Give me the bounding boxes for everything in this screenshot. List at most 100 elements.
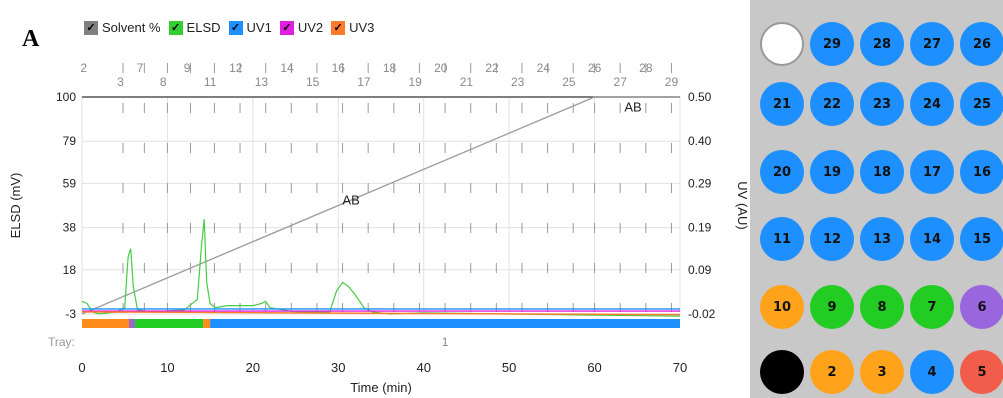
vial-24[interactable]: 24 (910, 82, 954, 126)
series-line-solvent- (81, 96, 680, 315)
fraction-number: 11 (204, 75, 217, 89)
legend-label: ELSD (186, 20, 221, 35)
fraction-number: 15 (306, 75, 320, 89)
checkbox-icon[interactable]: ✓ (331, 20, 346, 35)
vial-empty[interactable] (760, 22, 804, 66)
x-tick-label: 50 (502, 360, 516, 375)
vial-12[interactable]: 12 (810, 217, 854, 261)
tray-label: Tray: (48, 335, 75, 349)
fraction-number: 20 (434, 61, 448, 75)
legend-item-uv1[interactable]: ✓ UV1 (228, 20, 272, 35)
vial-26[interactable]: 26 (960, 22, 1003, 66)
y-left-tick-label: 38 (63, 221, 77, 235)
fraction-number: 28 (639, 61, 653, 75)
x-tick-label: 10 (160, 360, 174, 375)
vial-27[interactable]: 27 (910, 22, 954, 66)
y-right-tick-label: 0.40 (688, 134, 712, 148)
vial-13[interactable]: 13 (860, 217, 904, 261)
tray-bar-segment (82, 319, 129, 328)
y-right-tick-label: 0.09 (688, 263, 712, 277)
checkbox-icon[interactable]: ✓ (279, 20, 294, 35)
y-left-tick-label: 59 (63, 176, 77, 190)
fraction-number: 19 (408, 75, 422, 89)
fraction-number: 22 (485, 61, 499, 75)
vial-5[interactable]: 5 (960, 350, 1003, 394)
checkbox-icon[interactable]: ✓ (228, 20, 243, 35)
y-left-tick-label: 18 (63, 263, 77, 277)
checkbox-icon[interactable]: ✓ (84, 20, 98, 35)
y-left-tick-label: -3 (65, 307, 76, 321)
y-left-tick-label: 100 (56, 90, 76, 104)
vial-17[interactable]: 17 (910, 150, 954, 194)
vial-2[interactable]: 2 (810, 350, 854, 394)
x-tick-label: 0 (78, 360, 85, 375)
vial-19[interactable]: 19 (810, 150, 854, 194)
fraction-number: 26 (588, 61, 602, 75)
tray-bar-segment (203, 319, 211, 328)
fraction-number: 8 (160, 75, 167, 89)
fraction-number: 12 (229, 61, 243, 75)
fraction-number: 18 (383, 61, 397, 75)
vial-15[interactable]: 15 (960, 217, 1003, 261)
y-right-axis-title: UV (AU) (735, 181, 750, 229)
fraction-number: 14 (280, 61, 294, 75)
legend-item-elsd[interactable]: ✓ ELSD (168, 20, 221, 35)
fraction-number: 27 (614, 75, 628, 89)
checkbox-icon[interactable]: ✓ (168, 20, 183, 35)
vial-empty[interactable] (760, 350, 804, 394)
vial-20[interactable]: 20 (760, 150, 804, 194)
fraction-number: 23 (511, 75, 525, 89)
tray-bar-segment (128, 319, 135, 328)
legend-label: UV1 (246, 20, 272, 35)
y-right-tick-label: 0.29 (688, 176, 712, 190)
y-left-tick-label: 79 (63, 134, 77, 148)
x-axis-title: Time (min) (350, 380, 412, 395)
chart-panel: A ✓ Solvent % ✓ ELSD ✓ UV1 ✓ UV2 ✓ UV3 100 0.50 79 0… (8, 20, 750, 395)
fraction-number: 17 (357, 75, 371, 89)
tray-bar-segment (210, 319, 680, 328)
y-left-axis-title: ELSD (mV) (8, 173, 23, 239)
y-right-tick-label: 0.50 (688, 90, 712, 104)
vial-16[interactable]: 16 (960, 150, 1003, 194)
fraction-number: 25 (562, 75, 576, 89)
fraction-number: 2 (80, 61, 87, 75)
annotation-label: AB (624, 100, 641, 115)
vial-10[interactable]: 10 (760, 285, 804, 329)
fraction-number: 29 (665, 75, 679, 89)
vial-4[interactable]: 4 (910, 350, 954, 394)
x-tick-label: 20 (246, 360, 260, 375)
legend-label: UV3 (349, 20, 375, 35)
vial-25[interactable]: 25 (960, 82, 1003, 126)
fraction-number: 16 (332, 61, 346, 75)
fraction-number: 9 (184, 61, 191, 75)
annotation-label: AB (342, 192, 359, 207)
legend-label: Solvent % (102, 20, 161, 35)
panel-label: A (22, 26, 40, 52)
vial-9[interactable]: 9 (810, 285, 854, 329)
legend-label: UV2 (297, 20, 324, 35)
legend-item-uv3[interactable]: ✓ UV3 (331, 20, 374, 35)
y-right-tick-label: -0.02 (688, 307, 716, 321)
vial-28[interactable]: 28 (860, 22, 904, 66)
tray-value: 1 (442, 335, 449, 349)
vial-23[interactable]: 23 (860, 82, 904, 126)
fraction-number: 13 (255, 75, 269, 89)
vial-22[interactable]: 22 (810, 82, 854, 126)
vial-21[interactable]: 21 (760, 82, 804, 126)
legend-item-uv2[interactable]: ✓ UV2 (279, 20, 324, 35)
series-line-uv3 (81, 311, 681, 316)
vial-7[interactable]: 7 (910, 285, 954, 329)
x-tick-label: 30 (331, 360, 345, 375)
legend-item-solvent-[interactable]: ✓ Solvent % (84, 20, 161, 35)
vial-8[interactable]: 8 (860, 285, 904, 329)
tray-bar-segment (134, 319, 204, 328)
vial-18[interactable]: 18 (860, 150, 904, 194)
x-tick-label: 70 (673, 360, 687, 375)
vial-3[interactable]: 3 (860, 350, 904, 394)
fraction-number: 3 (117, 75, 124, 89)
vial-tray: 29 28 27 26 21 22 23 24 25 20 19 18 17 16 11 12 13 14 15 10… (750, 0, 1003, 398)
vial-6[interactable]: 6 (960, 285, 1003, 329)
vial-14[interactable]: 14 (910, 217, 954, 261)
vial-29[interactable]: 29 (810, 22, 854, 66)
vial-11[interactable]: 11 (760, 217, 804, 261)
